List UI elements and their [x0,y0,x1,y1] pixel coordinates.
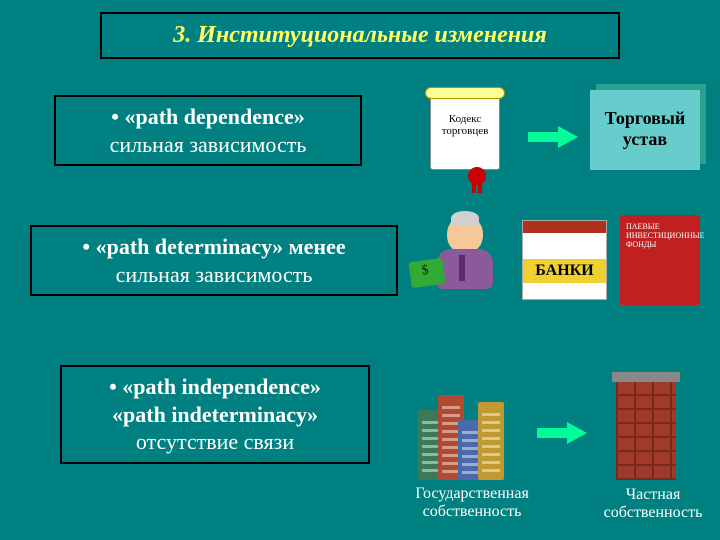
banks-label: БАНКИ [523,259,606,283]
charter-line2: устав [590,129,700,150]
charter-line1: Торговый [590,108,700,129]
caption-private: Частная собственность [598,486,708,521]
caption-state: Государственная собственность [402,485,542,520]
buildings-icon [418,385,518,480]
charter-box: Торговый устав [590,90,700,170]
slide-title: 3. Институциональные изменения [100,12,620,59]
chimney-icon [616,380,676,480]
scroll-label: Кодекс торговцев [432,113,498,137]
arrow-icon [528,128,578,146]
box2-line1: • «path determinacy» менее [42,233,386,261]
box-path-independence: • «path independence» «path indeterminac… [60,365,370,464]
funds-book-icon: ПАЕВЫЕ ИНВЕСТИЦИОННЫЕ ФОНДЫ [620,215,700,305]
arrow-icon [537,424,587,442]
scroll-icon: Кодекс торговцев [420,85,510,185]
money-icon [408,258,445,288]
funds-label: ПАЕВЫЕ ИНВЕСТИЦИОННЫЕ ФОНДЫ [626,223,694,249]
box3-line3: отсутствие связи [72,428,358,456]
box2-line2: сильная зависимость [42,261,386,289]
box1-line2: сильная зависимость [66,131,350,159]
box3-line1: • «path independence» [72,373,358,401]
box3-line2: «path indeterminacy» [72,401,358,429]
box-path-dependence: • «path dependence» сильная зависимость [54,95,362,166]
box-path-determinacy: • «path determinacy» менее сильная завис… [30,225,398,296]
banks-book-icon: БАНКИ [522,220,607,300]
box1-line1: • «path dependence» [111,104,305,129]
